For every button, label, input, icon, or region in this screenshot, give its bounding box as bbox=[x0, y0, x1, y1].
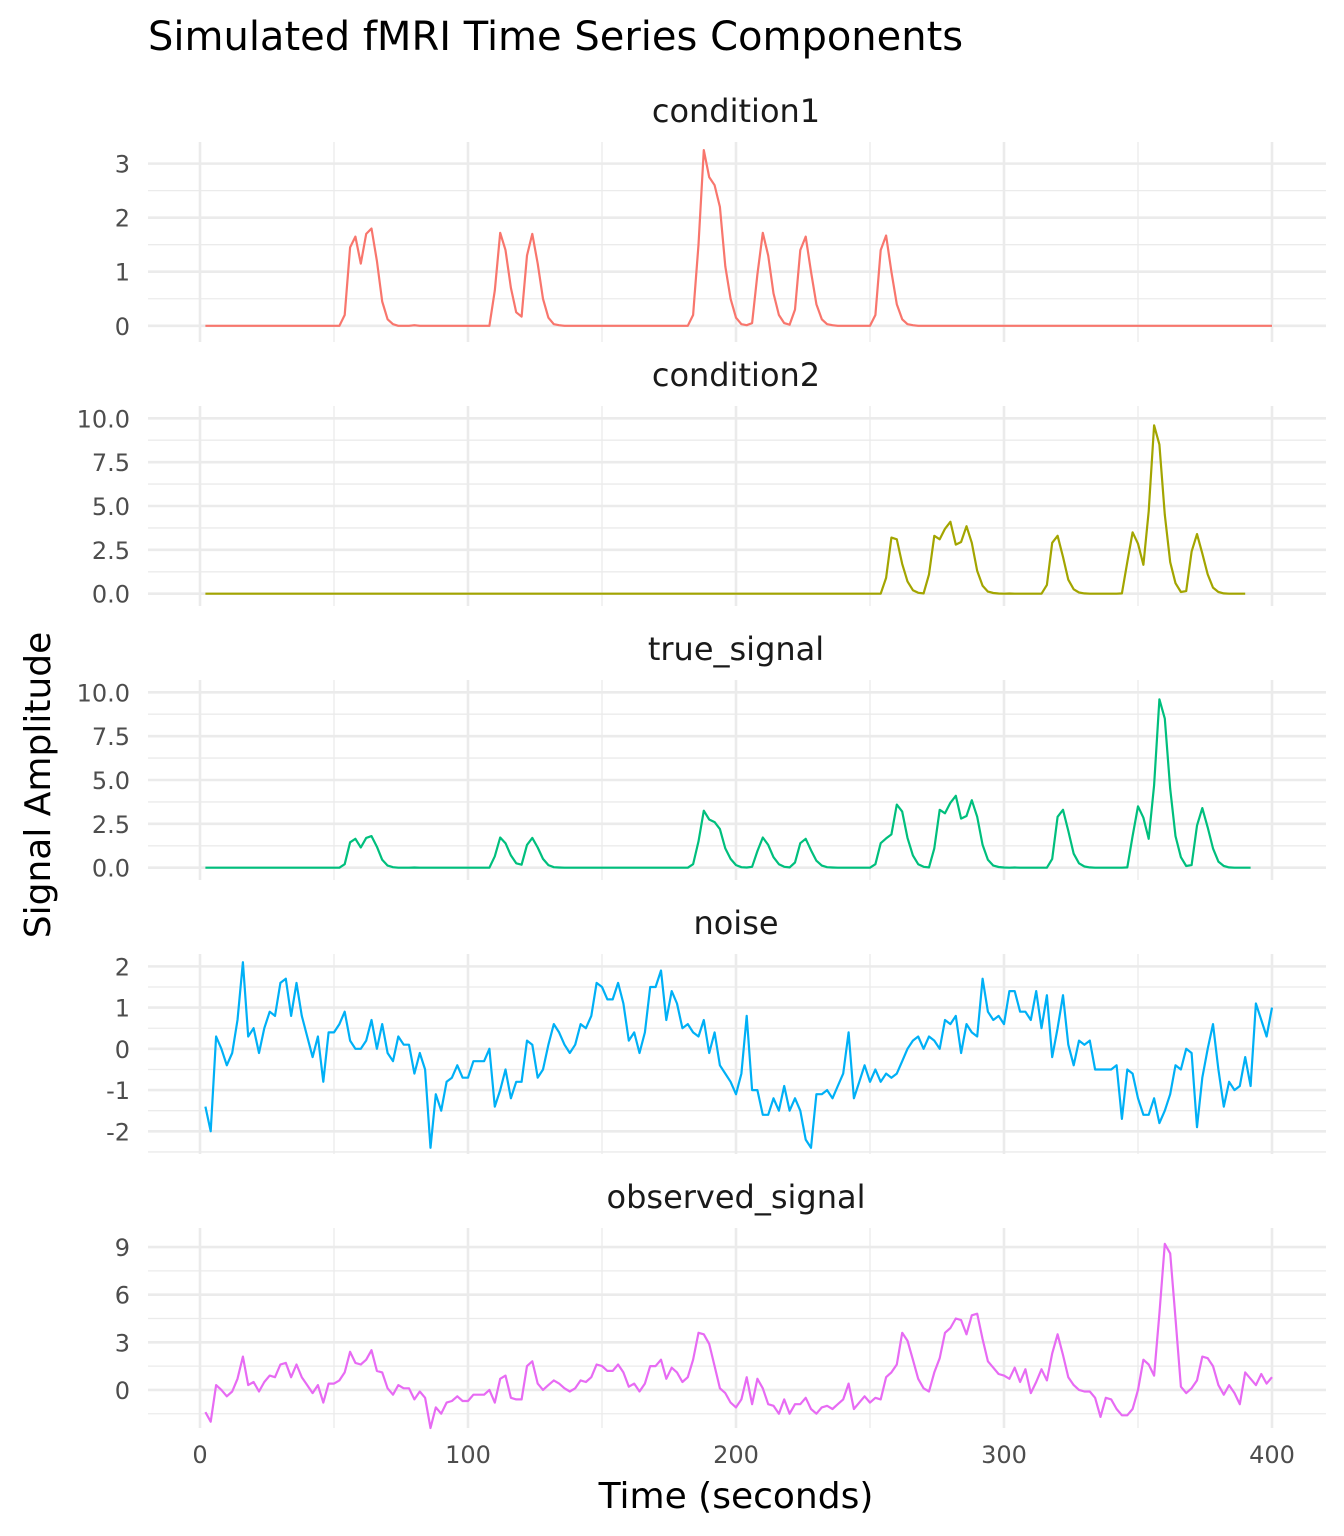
facet-panel-observed_signal: observed_signal 0 3 6 9 bbox=[115, 1178, 1326, 1430]
y-tick-label: 2.5 bbox=[92, 811, 130, 839]
y-tick-label: 1 bbox=[115, 995, 130, 1023]
y-tick-label: -2 bbox=[106, 1118, 130, 1146]
y-tick-label: 0.0 bbox=[92, 855, 130, 883]
facet-panel-condition2: condition2 0.0 2.5 5.0 7.5 10.0 bbox=[77, 356, 1326, 609]
chart-title: Simulated fMRI Time Series Components bbox=[148, 14, 963, 60]
y-tick-label: 1 bbox=[115, 259, 130, 287]
facet-panel-true_signal: true_signal 0.0 2.5 5.0 7.5 10.0 bbox=[77, 630, 1326, 883]
y-tick-label: 7.5 bbox=[92, 723, 130, 751]
y-tick-label: 6 bbox=[115, 1282, 130, 1310]
facet-panel-condition1: condition1 0 1 2 3 bbox=[115, 92, 1326, 342]
x-tick-label: 0 bbox=[192, 1441, 207, 1469]
facet-strip-label: condition2 bbox=[652, 356, 820, 394]
x-axis-title: Time (seconds) bbox=[598, 1476, 874, 1517]
facet-strip-label: true_signal bbox=[648, 630, 824, 668]
y-tick-label: 0 bbox=[115, 313, 130, 341]
x-axis-ticks: 0 100 200 300 400 bbox=[192, 1441, 1295, 1469]
series-line-condition2 bbox=[205, 424, 1246, 595]
facet-strip-label: observed_signal bbox=[607, 1178, 866, 1216]
y-tick-label: 0 bbox=[115, 1377, 130, 1405]
x-tick-label: 200 bbox=[713, 1441, 759, 1469]
y-axis-title: Signal Amplitude bbox=[18, 632, 59, 939]
y-tick-label: 2 bbox=[115, 205, 130, 233]
series-line-noise bbox=[204, 961, 1274, 1149]
y-tick-label: 3 bbox=[115, 151, 130, 179]
y-tick-label: 0.0 bbox=[92, 581, 130, 609]
facet-panel-noise: noise -2 -1 0 1 2 bbox=[106, 904, 1326, 1154]
series-line-true_signal bbox=[205, 698, 1251, 869]
y-tick-label: 9 bbox=[115, 1234, 130, 1262]
y-tick-label: 10.0 bbox=[77, 679, 130, 707]
x-tick-label: 400 bbox=[1249, 1441, 1295, 1469]
y-tick-label: 7.5 bbox=[92, 449, 130, 477]
facet-strip-label: noise bbox=[693, 904, 778, 942]
y-tick-label: 2 bbox=[115, 953, 130, 981]
y-tick-label: 3 bbox=[115, 1329, 130, 1357]
y-tick-label: 0 bbox=[115, 1036, 130, 1064]
facet-strip-label: condition1 bbox=[652, 92, 820, 130]
y-tick-label: -1 bbox=[106, 1077, 130, 1105]
y-tick-label: 5.0 bbox=[92, 493, 130, 521]
x-tick-label: 300 bbox=[981, 1441, 1027, 1469]
y-tick-label: 2.5 bbox=[92, 537, 130, 565]
facet-panels: condition10123condition20.02.55.07.510.0… bbox=[77, 92, 1326, 1469]
x-tick-label: 100 bbox=[445, 1441, 491, 1469]
y-tick-label: 5.0 bbox=[92, 767, 130, 795]
series-line-condition1 bbox=[205, 149, 1272, 327]
series-line-observed_signal bbox=[204, 1242, 1273, 1430]
y-tick-label: 10.0 bbox=[77, 405, 130, 433]
